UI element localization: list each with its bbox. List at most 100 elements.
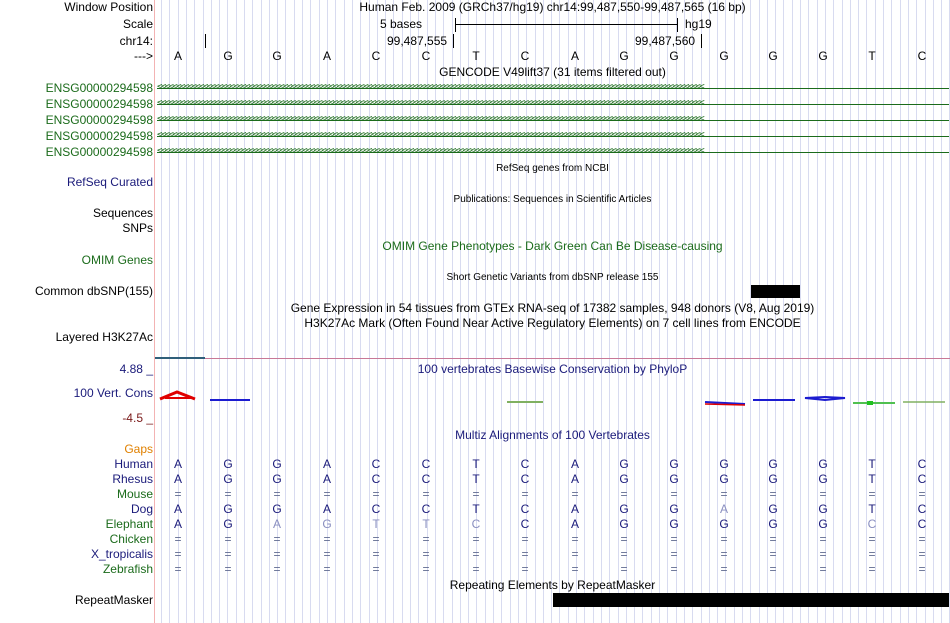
ruler-tick-start: [205, 34, 206, 48]
multiz-base: =: [273, 547, 281, 561]
repeatmasker-track-label[interactable]: RepeatMasker: [74, 593, 153, 607]
multiz-base: =: [323, 562, 331, 576]
phylop-bar-g2-neg: [704, 403, 746, 406]
multiz-base: =: [571, 532, 579, 546]
multiz-species-label[interactable]: Human: [114, 457, 153, 471]
grid-line: [244, 0, 245, 623]
multiz-base: =: [670, 487, 678, 501]
multiz-base: G: [223, 517, 233, 531]
multiz-base: C: [371, 472, 381, 486]
reference-base: G: [719, 49, 729, 63]
grid-line: [825, 0, 826, 623]
grid-line: [941, 0, 942, 623]
repeatmasker-feature[interactable]: [553, 593, 949, 607]
gencode-gene-feature[interactable]: <<<<<<<<<<<<<<<<<<<<<<<<<<<<<<<<<<<<<<<<…: [157, 99, 949, 110]
multiz-species-label[interactable]: Chicken: [109, 532, 153, 546]
repeatmasker-track-title: Repeating Elements by RepeatMasker: [449, 578, 656, 592]
reference-base: C: [917, 49, 927, 63]
multiz-base: T: [422, 517, 430, 531]
multiz-species-label[interactable]: Zebrafish: [102, 562, 153, 576]
grid-line: [725, 0, 726, 623]
multiz-species-label[interactable]: Elephant: [105, 517, 153, 531]
window-position-value: Human Feb. 2009 (GRCh37/hg19) chr14:99,4…: [359, 0, 746, 14]
multiz-base: C: [867, 517, 877, 531]
phylop-track-label[interactable]: 100 Vert. Cons: [73, 386, 153, 400]
multiz-base: A: [570, 517, 579, 531]
refseq-track-label[interactable]: RefSeq Curated: [66, 175, 153, 189]
multiz-base: =: [372, 487, 380, 501]
multiz-base: =: [422, 562, 430, 576]
publications-track-title: Publications: Sequences in Scientific Ar…: [453, 194, 652, 205]
multiz-base: =: [472, 487, 480, 501]
multiz-base: C: [421, 502, 431, 516]
gencode-gene-feature[interactable]: <<<<<<<<<<<<<<<<<<<<<<<<<<<<<<<<<<<<<<<<…: [157, 115, 949, 126]
snps-track-label[interactable]: SNPs: [122, 221, 153, 235]
strand-arrows: <<<<<<<<<<<<<<<<<<<<<<<<<<<<<<<<<<<<<<<<…: [157, 131, 705, 140]
grid-line: [186, 0, 187, 623]
scale-value: 5 bases: [380, 17, 423, 31]
gencode-gene-feature[interactable]: <<<<<<<<<<<<<<<<<<<<<<<<<<<<<<<<<<<<<<<<…: [157, 147, 949, 158]
multiz-base: =: [819, 532, 827, 546]
gencode-gene-label[interactable]: ENSG00000294598: [45, 129, 153, 143]
grid-line: [252, 0, 253, 623]
multiz-base: =: [224, 532, 232, 546]
multiz-base: G: [669, 517, 679, 531]
grid-line: [559, 0, 560, 623]
multiz-base: =: [571, 487, 579, 501]
phylop-bar-t-peak: [867, 401, 873, 405]
refseq-track-title: RefSeq genes from NCBI: [496, 163, 609, 174]
multiz-base: =: [224, 487, 232, 501]
multiz-species-label[interactable]: Mouse: [116, 487, 153, 501]
multiz-base: A: [719, 502, 728, 516]
multiz-base: C: [520, 472, 530, 486]
sequences-track-label[interactable]: Sequences: [92, 206, 153, 220]
multiz-base: C: [371, 502, 381, 516]
multiz-base: C: [917, 472, 927, 486]
omim-track-label[interactable]: OMIM Genes: [81, 253, 153, 267]
multiz-base: =: [819, 547, 827, 561]
multiz-species-label[interactable]: X_tropicalis: [90, 547, 153, 561]
multiz-species-label[interactable]: Dog: [130, 502, 153, 516]
grid-line: [634, 0, 635, 623]
multiz-base: =: [174, 487, 182, 501]
grid-line: [808, 0, 809, 623]
grid-line: [277, 0, 278, 623]
dbsnp-track-label[interactable]: Common dbSNP(155): [34, 284, 153, 298]
grid-line: [468, 0, 469, 623]
gencode-gene-feature[interactable]: <<<<<<<<<<<<<<<<<<<<<<<<<<<<<<<<<<<<<<<<…: [157, 131, 949, 142]
grid-line: [211, 0, 212, 623]
gencode-gene-label[interactable]: ENSG00000294598: [45, 145, 153, 159]
grid-line: [427, 0, 428, 623]
grid-line: [236, 0, 237, 623]
multiz-base: =: [323, 547, 331, 561]
grid-line: [219, 0, 220, 623]
multiz-base: A: [173, 517, 182, 531]
browser-image-area[interactable]: [155, 0, 950, 623]
reference-base: C: [520, 49, 530, 63]
strand-arrows: <<<<<<<<<<<<<<<<<<<<<<<<<<<<<<<<<<<<<<<<…: [157, 99, 705, 108]
gencode-gene-label[interactable]: ENSG00000294598: [45, 113, 153, 127]
h3k27ac-track-label[interactable]: Layered H3K27Ac: [55, 330, 153, 344]
gencode-gene-label[interactable]: ENSG00000294598: [45, 81, 153, 95]
grid-line: [866, 0, 867, 623]
multiz-species-label[interactable]: Rhesus: [112, 472, 153, 486]
multiz-base: G: [719, 457, 729, 471]
h3k27ac-signal-segment: [155, 357, 205, 359]
gencode-gene-feature[interactable]: <<<<<<<<<<<<<<<<<<<<<<<<<<<<<<<<<<<<<<<<…: [157, 83, 949, 94]
multiz-base: =: [323, 532, 331, 546]
grid-line: [667, 0, 668, 623]
gencode-gene-label[interactable]: ENSG00000294598: [45, 97, 153, 111]
grid-line: [642, 0, 643, 623]
grid-line: [535, 0, 536, 623]
grid-line: [742, 0, 743, 623]
grid-line: [701, 0, 702, 623]
grid-line: [493, 0, 494, 623]
multiz-base: G: [272, 472, 282, 486]
strand-arrows: <<<<<<<<<<<<<<<<<<<<<<<<<<<<<<<<<<<<<<<<…: [157, 147, 705, 156]
multiz-base: G: [818, 502, 828, 516]
grid-line: [476, 0, 477, 623]
dbsnp-variant-feature[interactable]: [751, 285, 800, 298]
multiz-base: =: [224, 547, 232, 561]
multiz-base: =: [620, 547, 628, 561]
multiz-base: T: [472, 457, 480, 471]
